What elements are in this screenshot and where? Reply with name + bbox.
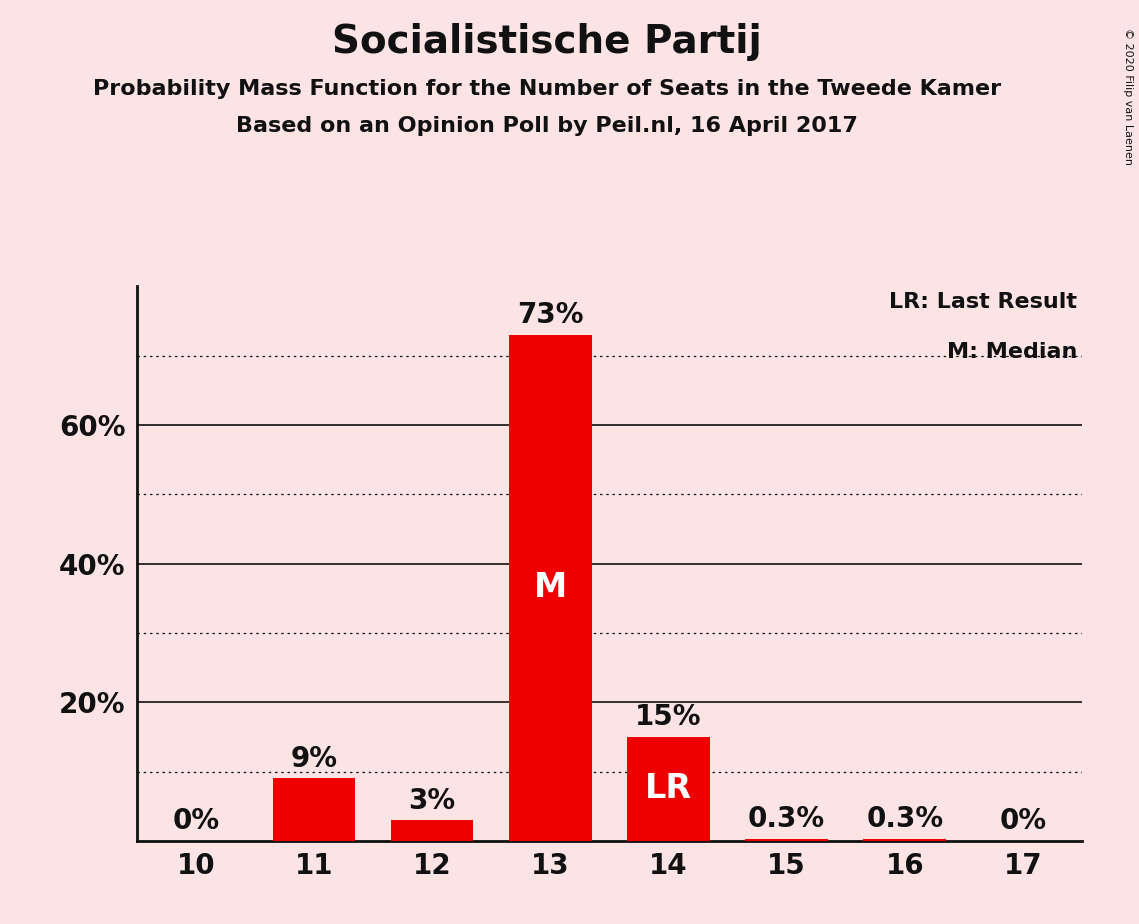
Text: 0.3%: 0.3% — [748, 805, 825, 833]
Bar — [391, 821, 474, 841]
Text: LR: Last Result: LR: Last Result — [890, 292, 1077, 312]
Text: 0.3%: 0.3% — [867, 805, 943, 833]
Text: 0%: 0% — [172, 808, 220, 835]
Bar — [509, 335, 591, 841]
Text: LR: LR — [645, 772, 693, 806]
Bar — [628, 737, 710, 841]
Bar — [745, 839, 828, 841]
Text: Socialistische Partij: Socialistische Partij — [331, 23, 762, 61]
Text: 9%: 9% — [290, 745, 337, 772]
Bar — [272, 778, 355, 841]
Text: M: Median: M: Median — [947, 342, 1077, 362]
Text: © 2020 Filip van Laenen: © 2020 Filip van Laenen — [1123, 28, 1133, 164]
Text: M: M — [534, 571, 567, 604]
Text: 0%: 0% — [999, 808, 1047, 835]
Text: Probability Mass Function for the Number of Seats in the Tweede Kamer: Probability Mass Function for the Number… — [92, 79, 1001, 99]
Text: 73%: 73% — [517, 301, 583, 330]
Text: Based on an Opinion Poll by Peil.nl, 16 April 2017: Based on an Opinion Poll by Peil.nl, 16 … — [236, 116, 858, 136]
Text: 3%: 3% — [409, 786, 456, 815]
Bar — [863, 839, 947, 841]
Text: 15%: 15% — [636, 703, 702, 732]
